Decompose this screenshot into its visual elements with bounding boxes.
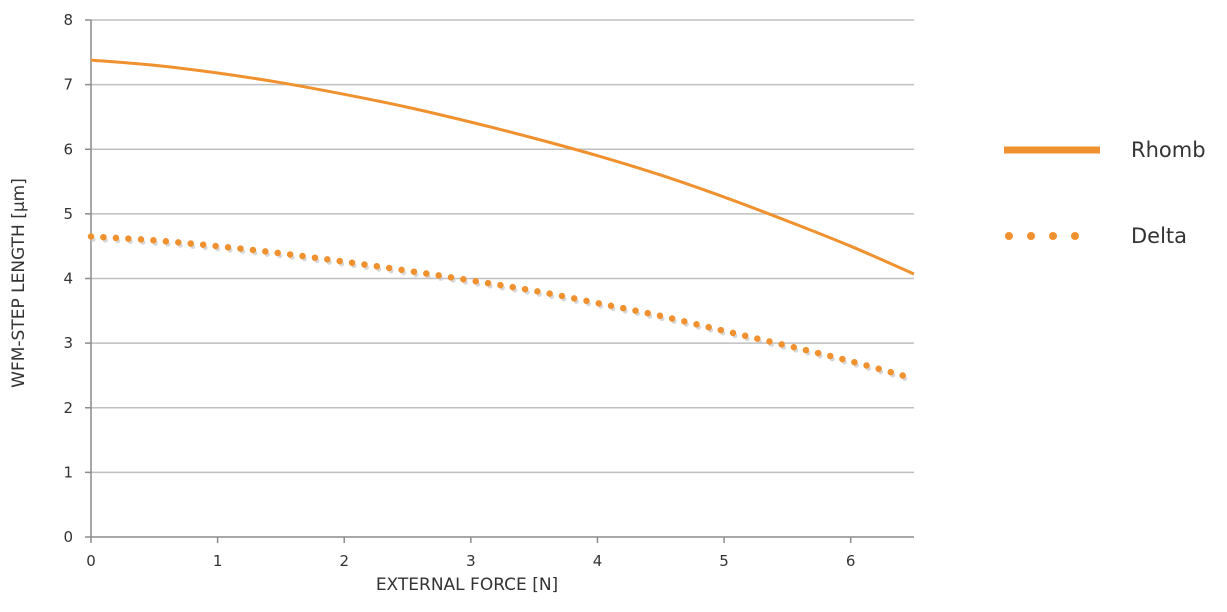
y-tick-label: 8 xyxy=(63,11,73,29)
series-rhomb-line xyxy=(90,58,915,276)
x-tick-labels: 0 1 2 3 4 5 6 xyxy=(86,552,855,570)
gridlines xyxy=(91,19,914,474)
y-tick-label: 1 xyxy=(63,463,73,481)
x-tick-label: 0 xyxy=(86,552,96,570)
x-tick-label: 1 xyxy=(213,552,223,570)
y-tick-label: 0 xyxy=(63,528,73,546)
y-axis-title: WFM-STEP LENGTH [µm] xyxy=(9,178,29,388)
x-tick-label: 4 xyxy=(593,552,603,570)
y-tick-label: 6 xyxy=(63,140,73,158)
series xyxy=(87,58,919,385)
legend-label-rhomb: Rhomb xyxy=(1131,138,1206,162)
y-tick-labels: 0 1 2 3 4 5 6 7 8 xyxy=(63,11,73,546)
y-tick-label: 3 xyxy=(63,334,73,352)
legend: Rhomb Delta xyxy=(1004,138,1206,248)
x-axis-title: EXTERNAL FORCE [N] xyxy=(376,575,558,595)
y-tick-label: 5 xyxy=(63,205,73,223)
axes xyxy=(85,19,914,543)
x-tick-label: 5 xyxy=(719,552,729,570)
legend-item-delta: Delta xyxy=(1005,224,1187,248)
y-tick-label: 2 xyxy=(63,399,73,417)
legend-label-delta: Delta xyxy=(1131,224,1187,248)
series-delta-line xyxy=(87,233,918,382)
x-tick-label: 2 xyxy=(339,552,349,570)
legend-item-rhomb: Rhomb xyxy=(1004,138,1206,162)
y-tick-label: 4 xyxy=(63,270,73,288)
x-tick-label: 6 xyxy=(846,552,856,570)
series-delta-shadow xyxy=(90,236,919,385)
y-tick-label: 7 xyxy=(63,76,73,94)
x-tick-label: 3 xyxy=(466,552,476,570)
